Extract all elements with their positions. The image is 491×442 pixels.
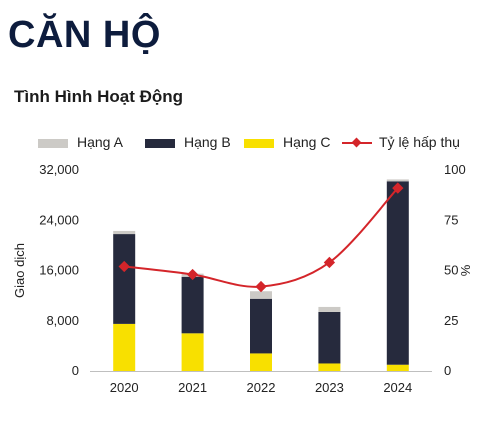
page-title: CĂN HỘ xyxy=(8,14,161,56)
absorption-rate-point-2024 xyxy=(392,182,404,194)
bar-hạng-c-2024 xyxy=(386,364,409,371)
y-tick-label: 24,000 xyxy=(39,212,79,227)
x-tick-label: 2020 xyxy=(110,380,139,395)
y-tick-label: 8,000 xyxy=(46,313,79,328)
y2-axis-label: % xyxy=(458,264,473,276)
bar-hạng-b-2021 xyxy=(181,276,204,334)
legend-label-hang-c: Hạng C xyxy=(283,134,331,150)
y2-tick-label: 50 xyxy=(444,263,458,278)
bar-hạng-c-2020 xyxy=(113,323,136,371)
legend-item-hang-a: Hạng A xyxy=(38,134,123,150)
y-tick-label: 16,000 xyxy=(39,263,79,278)
absorption-rate-point-2023 xyxy=(323,256,336,269)
y-axis-label: Giao dịch xyxy=(12,243,27,298)
legend-label-hang-b: Hạng B xyxy=(184,134,231,150)
y2-tick-label: 100 xyxy=(444,162,466,177)
y-tick-label: 0 xyxy=(72,363,79,378)
bar-hạng-a-2022 xyxy=(250,291,272,299)
legend-item-hang-b: Hạng B xyxy=(145,134,231,150)
absorption-rate-point-2021 xyxy=(186,268,199,281)
x-tick-label: 2021 xyxy=(178,380,207,395)
bar-hạng-b-2022 xyxy=(250,298,272,354)
bar-hạng-c-2022 xyxy=(250,353,272,371)
legend-swatch-hang-c xyxy=(244,138,274,148)
legend-label-hang-a: Hạng A xyxy=(77,134,123,150)
y-tick-label: 32,000 xyxy=(39,162,79,177)
y2-tick-label: 0 xyxy=(444,363,451,378)
bar-hạng-b-2020 xyxy=(113,234,136,324)
y2-tick-label: 25 xyxy=(444,313,458,328)
bar-hạng-a-2020 xyxy=(113,230,136,235)
absorption-rate-point-2022 xyxy=(255,280,267,293)
legend-swatch-hang-a xyxy=(38,138,68,148)
legend-label-absorption-rate: Tỷ lệ hấp thụ xyxy=(379,134,460,150)
legend-item-absorption-rate: Tỷ lệ hấp thụ xyxy=(342,134,460,150)
bar-hạng-b-2023 xyxy=(318,311,341,364)
bar-hạng-a-2024 xyxy=(386,179,409,182)
bar-hạng-c-2023 xyxy=(318,363,341,371)
bar-hạng-c-2021 xyxy=(181,333,204,371)
chart-subtitle: Tình Hình Hoạt Động xyxy=(14,87,184,106)
absorption-rate-line xyxy=(124,187,399,288)
x-tick-label: 2022 xyxy=(247,380,276,395)
x-tick-label: 2024 xyxy=(383,380,412,395)
bar-hạng-b-2024 xyxy=(386,181,409,365)
bar-hạng-a-2023 xyxy=(318,306,341,312)
legend-swatch-hang-b xyxy=(145,138,175,148)
x-tick-label: 2023 xyxy=(315,380,344,395)
legend-swatch-absorption-rate xyxy=(342,138,372,148)
legend-item-hang-c: Hạng C xyxy=(244,134,330,150)
y2-tick-label: 75 xyxy=(444,212,458,227)
